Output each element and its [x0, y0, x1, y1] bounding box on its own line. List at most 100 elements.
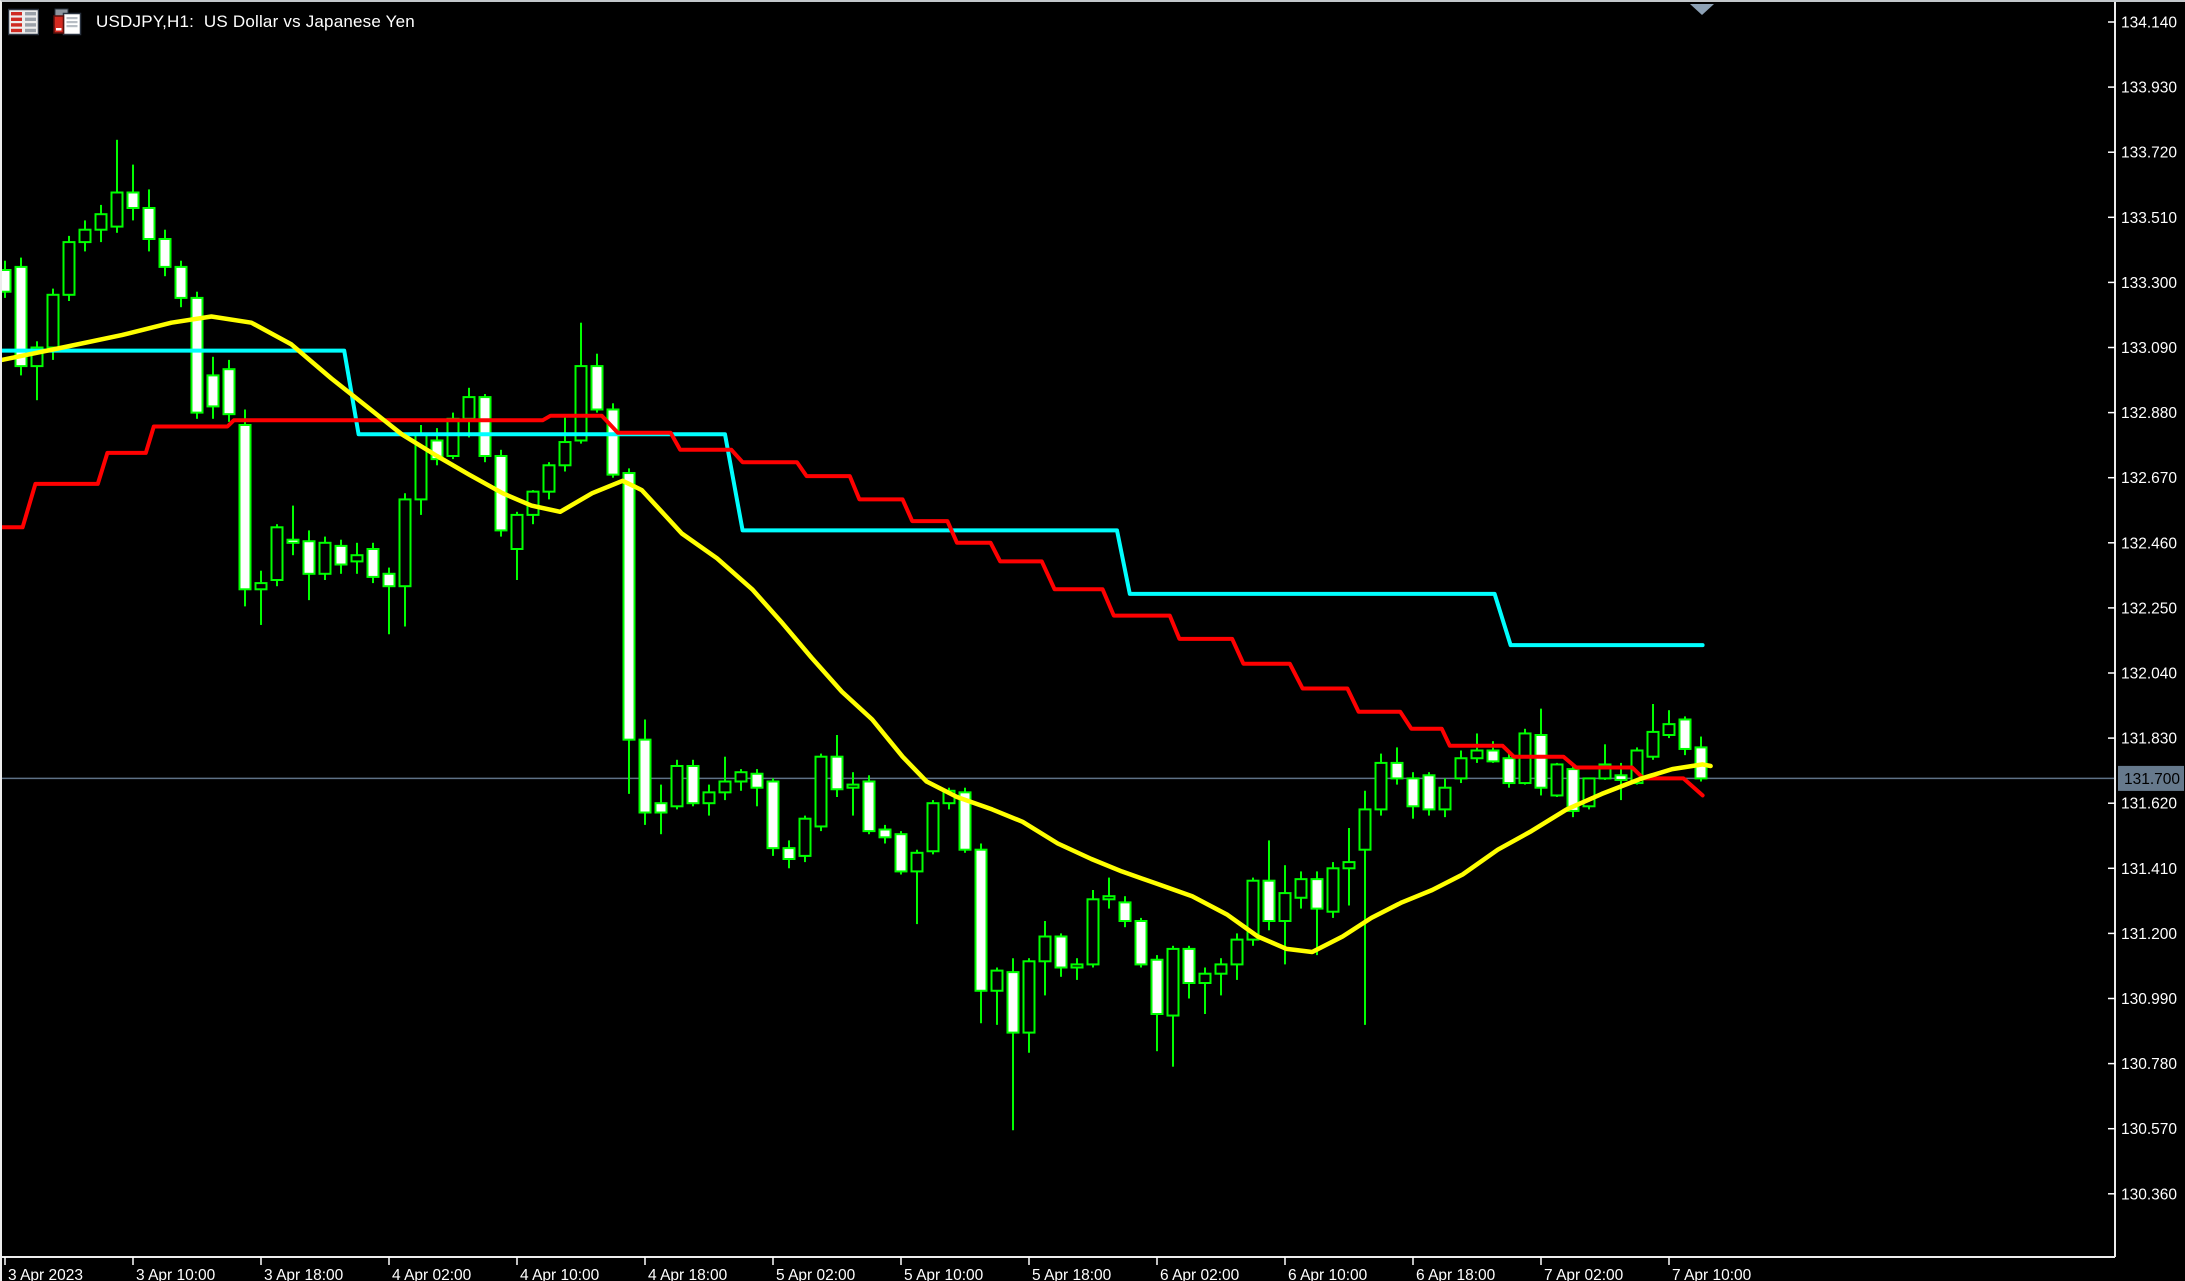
- price-axis-label: 133.930: [2121, 80, 2177, 97]
- price-axis-label: 131.410: [2121, 861, 2177, 878]
- candle-body: [78, 228, 92, 244]
- candle-body: [1118, 901, 1132, 923]
- candle-body: [814, 755, 828, 828]
- candle-body: [1006, 971, 1020, 1034]
- candle-body: [206, 374, 220, 408]
- current-price-badge: [2118, 765, 2184, 791]
- candle-body: [958, 791, 972, 851]
- candle-body: [1390, 761, 1404, 780]
- candle-body: [1070, 963, 1084, 969]
- candle-body: [334, 544, 348, 566]
- candle-body: [254, 582, 268, 591]
- order-clipboard-icon[interactable]: [52, 8, 83, 36]
- candle-body: [638, 738, 652, 814]
- price-axis-label: 130.990: [2121, 991, 2177, 1008]
- candle-body: [974, 848, 988, 992]
- price-axis-label: 131.620: [2121, 796, 2177, 813]
- candle-body: [94, 213, 108, 231]
- candle-body: [510, 513, 524, 551]
- candle-body: [702, 791, 716, 805]
- price-axis-label: 132.250: [2121, 600, 2177, 617]
- price-axis-label: 132.040: [2121, 666, 2177, 683]
- candle-body: [1166, 947, 1180, 1017]
- candle-body: [190, 296, 204, 414]
- candle-body: [654, 802, 668, 814]
- candle-body: [1502, 757, 1516, 785]
- candle-body: [366, 548, 380, 578]
- time-axis-label: 6 Apr 02:00: [1160, 1267, 1240, 1281]
- candle-body: [1310, 878, 1324, 910]
- market-watch-icon[interactable]: [8, 8, 39, 36]
- candle-body: [1102, 895, 1116, 901]
- price-axis-label: 130.360: [2121, 1186, 2177, 1203]
- price-axis[interactable]: 134.140 133.930 133.720 133.510 133.300 133.0…: [2108, 15, 2177, 1204]
- candle-body: [830, 755, 844, 791]
- candle-body: [142, 207, 156, 240]
- candle-body: [1614, 774, 1628, 781]
- candle-body: [158, 238, 172, 268]
- candle-body: [222, 368, 236, 416]
- candle-body: [798, 817, 812, 857]
- candle-body: [1566, 768, 1580, 812]
- time-axis-label: 3 Apr 10:00: [136, 1267, 216, 1281]
- price-axis-label: 133.090: [2121, 340, 2177, 357]
- time-axis-label: 5 Apr 18:00: [1032, 1267, 1112, 1281]
- candle-body: [1454, 757, 1468, 780]
- candle-body: [1294, 878, 1308, 899]
- time-axis-label: 4 Apr 02:00: [392, 1267, 472, 1281]
- candle-body: [1438, 786, 1452, 811]
- candle-body: [2, 269, 12, 293]
- time-axis-label: 5 Apr 02:00: [776, 1267, 856, 1281]
- chart-titlebar: USDJPY,H1: US Dollar vs Japanese Yen: [8, 8, 415, 36]
- candle-body: [1678, 718, 1692, 750]
- candle-body: [382, 572, 396, 588]
- candle-body: [862, 780, 876, 833]
- price-axis-label: 132.670: [2121, 470, 2177, 487]
- time-axis-label: 3 Apr 18:00: [264, 1267, 344, 1281]
- indicator-moving-average: [2, 314, 1713, 955]
- price-axis-label: 133.720: [2121, 145, 2177, 162]
- candle-body: [1246, 879, 1260, 941]
- chart-title: USDJPY,H1: US Dollar vs Japanese Yen: [96, 12, 415, 31]
- indicator-trend-stop-red: [2, 413, 1705, 798]
- candle-body: [1358, 808, 1372, 851]
- candle-body: [926, 802, 940, 853]
- candle-body: [126, 191, 140, 209]
- chart-shift-marker[interactable]: [1690, 4, 1714, 15]
- candle-body: [1054, 935, 1068, 969]
- price-axis-label: 133.510: [2121, 210, 2177, 227]
- time-axis[interactable]: 3 Apr 2023 3 Apr 10:00 3 Apr 18:00 4 Apr 02…: [4, 1257, 1752, 1281]
- candle-body: [1182, 947, 1196, 985]
- candle-body: [1230, 938, 1244, 966]
- candle-body: [302, 540, 316, 575]
- candle-body: [62, 241, 76, 296]
- candle-body: [1598, 763, 1612, 780]
- time-axis-label: 4 Apr 10:00: [520, 1267, 600, 1281]
- candle-body: [1470, 749, 1484, 760]
- candle-body: [1086, 898, 1100, 966]
- indicator-trend-stop-cyan: [2, 348, 1705, 648]
- candle-body: [622, 472, 636, 741]
- candle-body: [1422, 774, 1436, 811]
- candle-body: [1646, 730, 1660, 758]
- candle-body: [846, 783, 860, 789]
- candle-body: [1198, 972, 1212, 985]
- price-axis-label: 132.460: [2121, 535, 2177, 552]
- candle-body: [718, 780, 732, 794]
- time-axis-label: 7 Apr 02:00: [1544, 1267, 1624, 1281]
- candle-body: [750, 772, 764, 789]
- candle-body: [686, 765, 700, 805]
- candle-body: [1550, 763, 1564, 797]
- candle-body: [542, 464, 556, 493]
- candle-body: [1278, 892, 1292, 922]
- price-axis-label: 130.780: [2121, 1056, 2177, 1073]
- price-axis-label: 130.570: [2121, 1121, 2177, 1138]
- candle-body: [1534, 734, 1548, 789]
- candle-body: [1214, 963, 1228, 975]
- price-axis-label: 133.300: [2121, 275, 2177, 292]
- candle-body: [46, 293, 60, 349]
- price-axis-label: 134.140: [2121, 15, 2177, 32]
- candle-body: [270, 526, 284, 581]
- candle-body: [766, 780, 780, 850]
